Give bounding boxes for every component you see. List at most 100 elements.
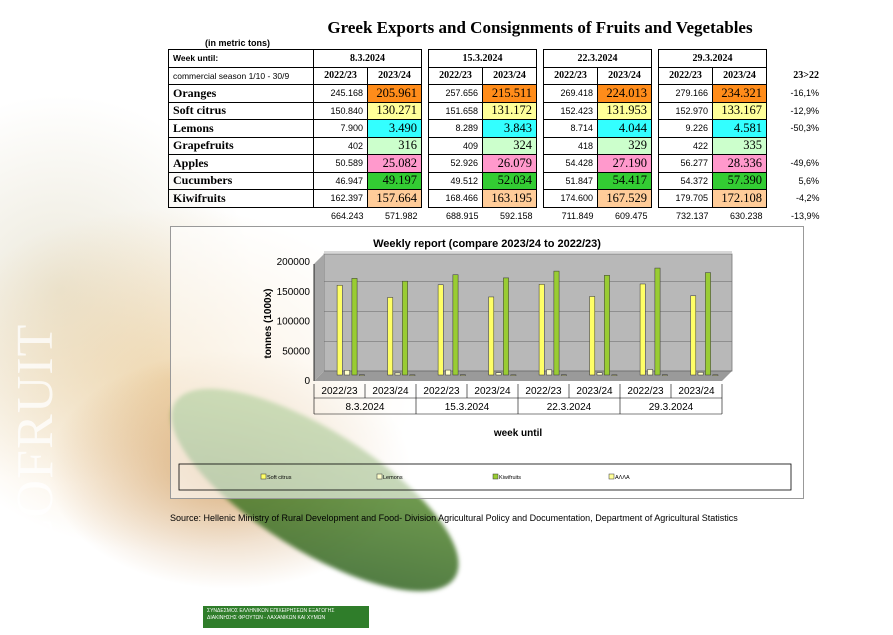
- plot-area: [323, 253, 733, 372]
- change-value: -50,3%: [790, 123, 819, 134]
- value-2023-24: 28.336: [712, 154, 767, 173]
- legend-swatch: [376, 473, 383, 480]
- value-2022-23: 8.714: [543, 119, 598, 138]
- total-2022-23: 688.915: [445, 210, 479, 221]
- col-gap: [537, 207, 544, 224]
- legend-swatch: [260, 473, 267, 480]
- value-2022-23: 409: [428, 136, 483, 155]
- value-2022-23: 168.466: [428, 189, 483, 208]
- col-gap: [651, 189, 659, 207]
- x-tick-label: 2022/23: [423, 386, 460, 397]
- value-2022-23: 9.226: [658, 119, 713, 138]
- value-2022-23: 7.900: [313, 119, 368, 138]
- x-tick-label: 2023/24: [678, 386, 715, 397]
- table-row: Oranges 245.168 205.961 257.656 215.511 269.4…: [168, 84, 824, 103]
- bar: [662, 374, 668, 376]
- x-group-label: 15.3.2024: [445, 402, 490, 413]
- value-2022-23: 269.418: [543, 84, 598, 103]
- product-name: Lemons: [168, 119, 314, 138]
- bar: [437, 284, 444, 376]
- total-2023-24: 609.475: [614, 210, 648, 221]
- legend-label: ΑΛΛΑ: [615, 475, 630, 481]
- bar: [705, 272, 711, 376]
- table-row: Soft citrus 150.840 130.271 151.658 131.172 1…: [168, 101, 824, 120]
- bar: [445, 369, 451, 376]
- x-tick-label: 2022/23: [627, 386, 664, 397]
- value-2023-24: 25.082: [367, 154, 422, 173]
- col-gap: [421, 49, 429, 67]
- bar: [611, 374, 618, 376]
- value-2023-24: 316: [367, 136, 422, 155]
- value-2023-24: 172.108: [712, 189, 767, 208]
- week-header: 15.3.2024: [428, 49, 537, 68]
- week-header: 8.3.2024: [313, 49, 422, 68]
- col-gap: [651, 102, 659, 120]
- x-group-label: 22.3.2024: [547, 402, 592, 413]
- value-2023-24: 57.390: [712, 171, 767, 190]
- col-gap: [651, 84, 659, 102]
- unit-note: (in metric tons): [205, 38, 271, 48]
- value-2023-24: 26.079: [482, 154, 537, 173]
- value-2023-24: 205.961: [367, 84, 422, 103]
- bar: [639, 283, 646, 376]
- col-gap: [536, 189, 544, 207]
- value-2023-24: 167.529: [597, 189, 652, 208]
- bar: [394, 372, 401, 376]
- table-row: Grapefruits 402 316 409 324 418 329 422 335: [168, 136, 824, 155]
- change-value: -49,6%: [790, 158, 819, 169]
- total-2023-24: 571.982: [384, 210, 418, 221]
- value-2023-24: 4.581: [712, 119, 767, 138]
- bar: [654, 267, 661, 376]
- year-header: 2022/23: [543, 66, 598, 85]
- page-title: Greek Exports and Consignments of Fruits…: [327, 18, 753, 37]
- col-gap: [536, 67, 544, 85]
- y-tick-label: 0: [304, 376, 310, 387]
- value-2022-23: 174.600: [543, 189, 598, 208]
- bar: [351, 278, 358, 376]
- legend-box: [178, 463, 792, 491]
- col-gap: [536, 119, 544, 137]
- change-value: 5,6%: [798, 175, 819, 186]
- col-gap: [421, 84, 429, 102]
- bar: [553, 270, 560, 376]
- value-2022-23: 152.970: [658, 101, 713, 120]
- y-tick-label: 200000: [277, 257, 311, 268]
- change-value: -16,1%: [790, 88, 819, 99]
- year-header: 2023/24: [482, 66, 537, 85]
- table-header-row: Week until: 8.3.2024 15.3.2024 22.3.2024 29.…: [168, 49, 824, 68]
- col-gap: [536, 84, 544, 102]
- bar: [596, 372, 603, 376]
- col-gap: [651, 67, 659, 85]
- value-2023-24: 234.321: [712, 84, 767, 103]
- total-2023-24: 592.158: [499, 210, 533, 221]
- value-2023-24: 27.190: [597, 154, 652, 173]
- col-gap: [421, 172, 429, 190]
- table-row: Kiwifruits 162.397 157.664 168.466 163.195 17…: [168, 189, 824, 208]
- week-label: Week until:: [168, 49, 314, 68]
- source-note: Source: Hellenic Ministry of Rural Devel…: [170, 513, 738, 523]
- value-2022-23: 54.428: [543, 154, 598, 173]
- col-gap: [536, 137, 544, 155]
- total-2022-23: 732.137: [675, 210, 709, 221]
- bar: [460, 374, 466, 376]
- table-row: Lemons 7.900 3.490 8.289 3.843 8.714 4.044 9.22…: [168, 119, 824, 138]
- value-2023-24: 131.172: [482, 101, 537, 120]
- value-2023-24: 130.271: [367, 101, 422, 120]
- value-2023-24: 52.034: [482, 171, 537, 190]
- bar: [712, 374, 719, 376]
- value-2023-24: 224.013: [597, 84, 652, 103]
- value-2023-24: 3.490: [367, 119, 422, 138]
- chart-panel: Weekly report (compare 2023/24 to 2022/2…: [170, 226, 804, 499]
- bar: [402, 280, 408, 376]
- week-header: 22.3.2024: [543, 49, 652, 68]
- col-gap: [421, 137, 429, 155]
- total-2022-23: 664.243: [330, 210, 364, 221]
- change-value: [767, 137, 824, 155]
- x-group-label: 29.3.2024: [649, 402, 694, 413]
- total-label: [169, 207, 314, 224]
- x-tick-label: 2022/23: [321, 386, 358, 397]
- table-year-row: commercial season 1/10 - 30/9 2022/23 2023…: [168, 66, 824, 85]
- y-tick-label: 100000: [277, 317, 311, 328]
- brand-badge: ΣΥΝΔΕΣΜΟΣ ΕΛΛΗΝΙΚΩΝ ΕΠΙΧΕΙΡΗΣΕΩΝ ΕΞΑΓΩΓΗ…: [203, 606, 369, 628]
- weekly-chart: Weekly report (compare 2023/24 to 2022/2…: [178, 238, 792, 491]
